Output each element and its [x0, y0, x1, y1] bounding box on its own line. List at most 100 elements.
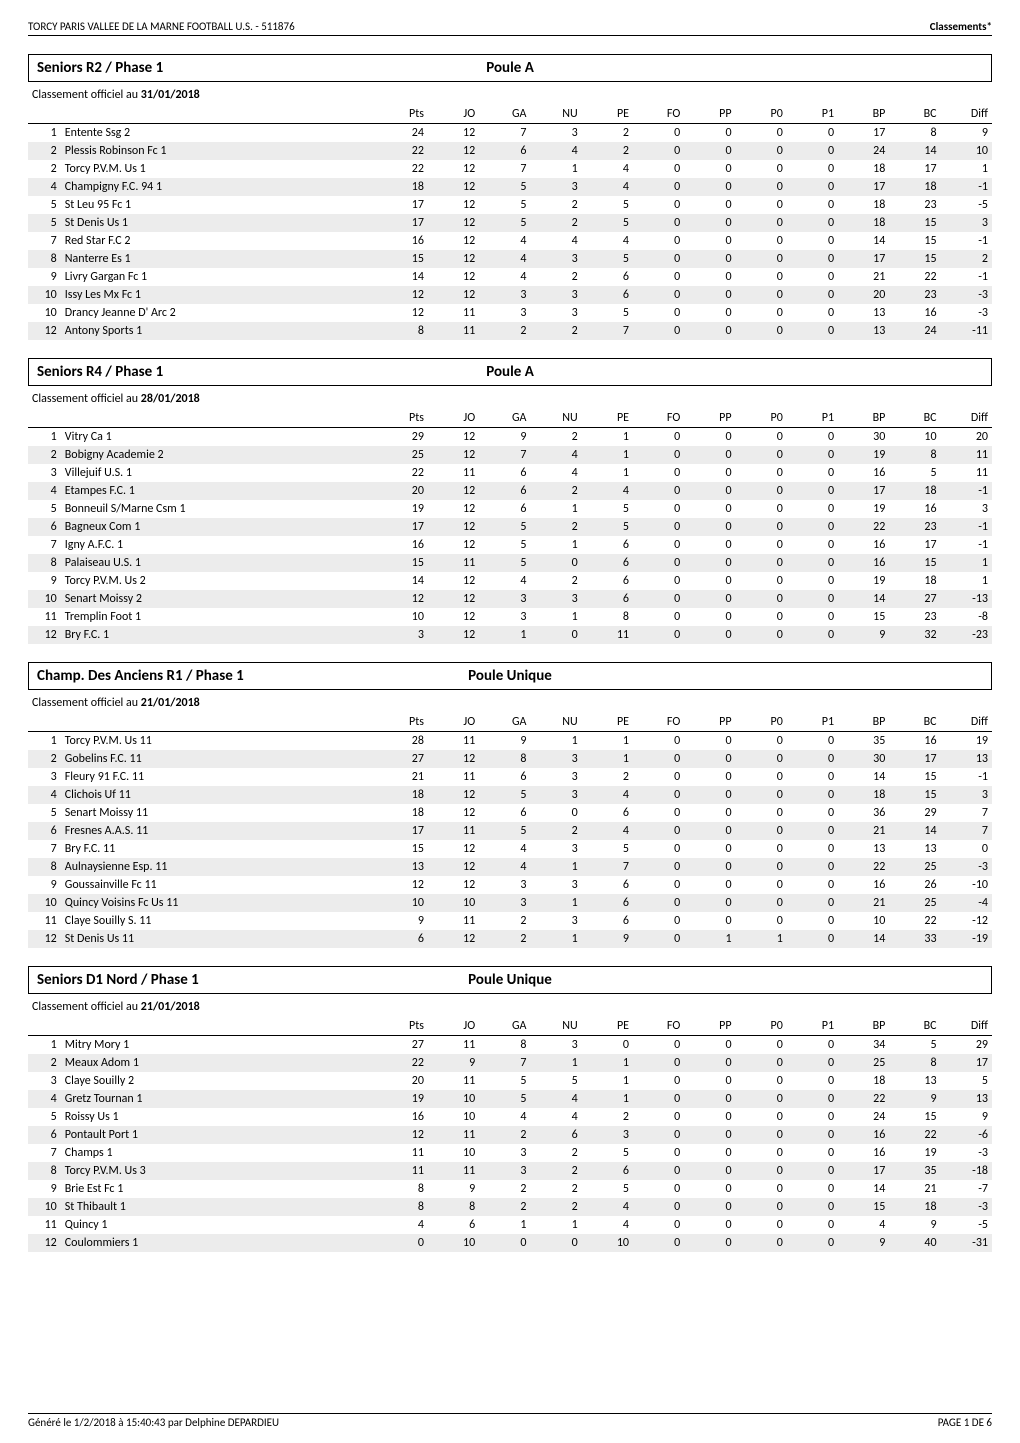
standings-section: Champ. Des Anciens R1 / Phase 1Poule Uni… — [28, 662, 992, 948]
cell-value: 0 — [633, 250, 684, 268]
cell-value: 0 — [736, 464, 787, 482]
col-header: JO — [428, 409, 479, 428]
cell-value: 0 — [633, 554, 684, 572]
cell-value: 1 — [582, 1090, 633, 1108]
cell-value: 0 — [787, 196, 838, 214]
footer-left: Généré le 1/2/2018 à 15:40:43 par Delphi… — [28, 1416, 279, 1429]
cell-value: 4 — [582, 232, 633, 250]
cell-rank: 1 — [28, 1036, 59, 1055]
cell-team: Nanterre Es 1 — [59, 250, 377, 268]
classement-date: 21/01/2018 — [141, 696, 200, 710]
cell-value: 0 — [684, 1180, 735, 1198]
cell-value: 7 — [479, 446, 530, 464]
cell-rank: 4 — [28, 482, 59, 500]
cell-value: 19 — [838, 572, 889, 590]
cell-value: 10 — [582, 1234, 633, 1252]
col-header: NU — [530, 713, 581, 732]
cell-value: 15 — [889, 786, 940, 804]
cell-value: 0 — [787, 518, 838, 536]
cell-value: 15 — [889, 1108, 940, 1126]
cell-value: 23 — [889, 608, 940, 626]
cell-value: 25 — [377, 446, 428, 464]
cell-value: 3 — [530, 840, 581, 858]
cell-team: Torcy P.V.M. Us 11 — [59, 732, 377, 751]
table-row: 5Bonneuil S/Marne Csm 11912615000019163 — [28, 500, 992, 518]
cell-value: 12 — [428, 518, 479, 536]
cell-team: Claye Souilly S. 11 — [59, 912, 377, 930]
cell-value: 0 — [684, 1108, 735, 1126]
page: TORCY PARIS VALLEE DE LA MARNE FOOTBALL … — [0, 0, 1020, 1443]
classement-label-prefix: Classement officiel au — [32, 88, 141, 102]
cell-value: -23 — [941, 626, 992, 644]
cell-value: 13 — [838, 322, 889, 340]
cell-team: Goussainville Fc 11 — [59, 876, 377, 894]
cell-value: 3 — [530, 286, 581, 304]
cell-value: 27 — [377, 750, 428, 768]
col-header: GA — [479, 713, 530, 732]
table-row: 5St Denis Us 11712525000018153 — [28, 214, 992, 232]
cell-value: 2 — [530, 196, 581, 214]
cell-value: 16 — [889, 304, 940, 322]
cell-value: 10 — [428, 1108, 479, 1126]
cell-value: 12 — [428, 876, 479, 894]
cell-value: 13 — [941, 1090, 992, 1108]
cell-value: 0 — [633, 428, 684, 447]
table-row: 3Claye Souilly 22011551000018135 — [28, 1072, 992, 1090]
cell-value: 1 — [582, 1054, 633, 1072]
cell-value: 6 — [582, 876, 633, 894]
cell-rank: 3 — [28, 768, 59, 786]
cell-rank: 6 — [28, 518, 59, 536]
cell-value: 0 — [479, 1234, 530, 1252]
cell-value: 0 — [633, 840, 684, 858]
table-row: 1Mitry Mory 12711830000034529 — [28, 1036, 992, 1055]
cell-value: 14 — [838, 1180, 889, 1198]
col-header: GA — [479, 1017, 530, 1036]
cell-value: 2 — [530, 1162, 581, 1180]
cell-value: 0 — [633, 142, 684, 160]
cell-value: 16 — [838, 1126, 889, 1144]
classement-date: 21/01/2018 — [141, 1000, 200, 1014]
cell-value: 1 — [530, 894, 581, 912]
cell-value: 15 — [377, 840, 428, 858]
cell-rank: 10 — [28, 894, 59, 912]
cell-value: 0 — [633, 1198, 684, 1216]
table-header-row: PtsJOGANUPEFOPPP0P1BPBCDiff — [28, 409, 992, 428]
cell-value: 0 — [633, 518, 684, 536]
cell-value: 0 — [736, 608, 787, 626]
cell-value: 5 — [479, 196, 530, 214]
cell-value: 0 — [736, 1216, 787, 1234]
cell-team: Clichois Uf 11 — [59, 786, 377, 804]
cell-value: 29 — [377, 428, 428, 447]
cell-value: 18 — [838, 160, 889, 178]
cell-value: 0 — [736, 554, 787, 572]
cell-value: 18 — [889, 482, 940, 500]
col-header: P1 — [787, 105, 838, 124]
cell-value: 0 — [633, 930, 684, 948]
cell-value: 2 — [582, 142, 633, 160]
cell-value: 0 — [633, 232, 684, 250]
cell-value: 0 — [736, 536, 787, 554]
cell-value: 0 — [633, 894, 684, 912]
cell-value: 3 — [479, 286, 530, 304]
cell-value: 16 — [377, 536, 428, 554]
cell-rank: 2 — [28, 1054, 59, 1072]
cell-value: 3 — [530, 786, 581, 804]
cell-team: Fresnes A.A.S. 11 — [59, 822, 377, 840]
cell-value: 12 — [428, 840, 479, 858]
cell-value: 0 — [736, 446, 787, 464]
cell-value: 10 — [428, 1144, 479, 1162]
classement-label-prefix: Classement officiel au — [32, 1000, 141, 1014]
standings-section: Seniors R2 / Phase 1Poule AClassement of… — [28, 54, 992, 340]
table-row: 7Red Star F.C 2161244400001415-1 — [28, 232, 992, 250]
col-header: P0 — [736, 713, 787, 732]
cell-value: 4 — [479, 232, 530, 250]
cell-team: Issy Les Mx Fc 1 — [59, 286, 377, 304]
classement-date-line: Classement officiel au 28/01/2018 — [28, 390, 992, 409]
cell-value: 21 — [838, 268, 889, 286]
cell-value: 0 — [633, 750, 684, 768]
cell-team: Palaiseau U.S. 1 — [59, 554, 377, 572]
table-row: 2Bobigny Academie 22512741000019811 — [28, 446, 992, 464]
cell-value: 33 — [889, 930, 940, 948]
cell-rank: 8 — [28, 858, 59, 876]
cell-value: 0 — [684, 912, 735, 930]
